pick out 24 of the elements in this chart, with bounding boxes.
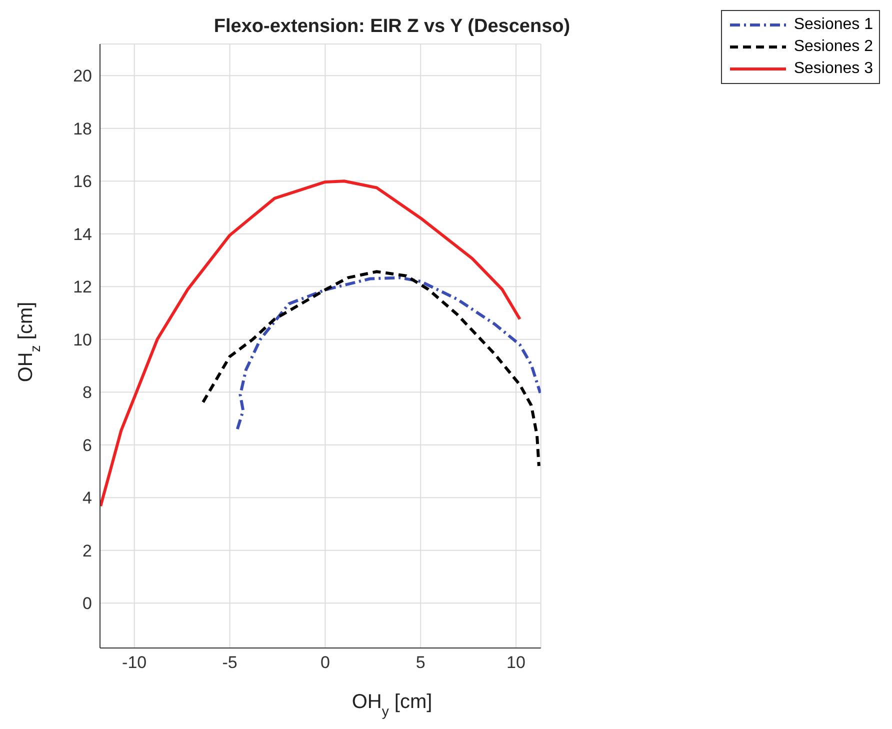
y-tick-label: 4 [82, 488, 92, 508]
y-tick-label: 10 [73, 330, 92, 350]
legend-label: Sesiones 2 [794, 38, 873, 56]
y-tick-label: 8 [82, 383, 92, 402]
x-tick-label: 0 [320, 653, 330, 672]
line-series [236, 276, 541, 431]
y-tick-label: 12 [73, 278, 92, 297]
y-tick-label: 6 [82, 436, 92, 455]
x-tick-label: 5 [416, 653, 426, 672]
y-tick-label: 0 [82, 594, 92, 614]
y-tick-label: 2 [82, 541, 92, 560]
line-series [202, 270, 540, 468]
y-tick-label: 16 [73, 172, 92, 192]
line-series [100, 180, 522, 508]
chart-title: Flexo-extension: EIR Z vs Y (Descenso) [214, 16, 570, 37]
legend-label: Sesiones 3 [794, 60, 873, 78]
y-tick-label: 14 [73, 224, 92, 244]
x-tick-label: -5 [222, 653, 238, 672]
x-tick-label: -10 [122, 653, 147, 672]
y-tick-label: 18 [73, 119, 92, 138]
x-axis-title: OH$_{y}$ [cm] [352, 691, 432, 719]
y-tick-label: 20 [73, 66, 92, 86]
legend-label: Sesiones 1 [794, 16, 873, 34]
x-tick-label: 10 [506, 653, 526, 672]
